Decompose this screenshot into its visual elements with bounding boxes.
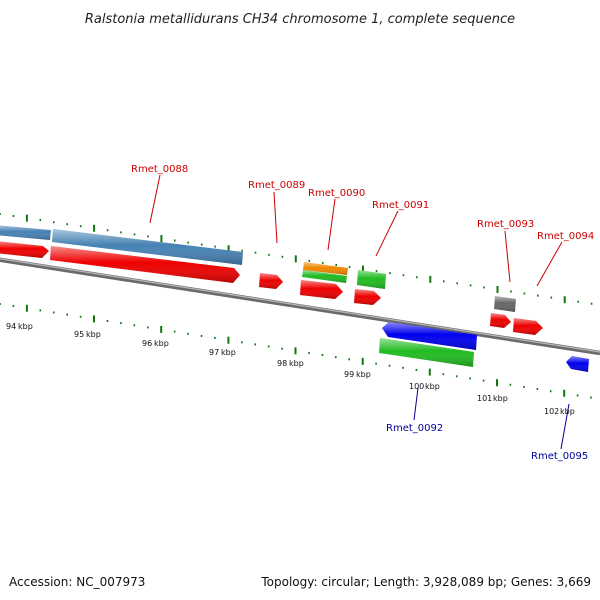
scale-unit-97: kbp — [221, 348, 236, 357]
scale-label-95: 95 — [74, 330, 84, 339]
gene-features — [0, 225, 589, 372]
scale-unit-96: kbp — [154, 339, 169, 348]
scale-unit-98: kbp — [289, 359, 304, 368]
scale-unit-101: kbp — [493, 394, 508, 403]
gene-labels: Rmet_0088 Rmet_0089 Rmet_0090 Rmet_0091 … — [131, 164, 594, 462]
scale-unit-95: kbp — [86, 330, 101, 339]
gene-label-rmet-0090[interactable]: Rmet_0090 — [308, 188, 365, 199]
scale-label-102: 102 — [544, 407, 559, 416]
label-leader-lines — [149, 174, 570, 450]
scale-unit-94: kbp — [18, 322, 33, 331]
scale-label-94: 94 — [6, 322, 16, 331]
map-title: Ralstonia metallidurans CH34 chromosome … — [85, 12, 515, 27]
gene-label-rmet-0092[interactable]: Rmet_0092 — [386, 423, 443, 434]
gene-label-rmet-0093[interactable]: Rmet_0093 — [477, 219, 534, 230]
scale-label-100: 100 — [409, 382, 424, 391]
gene-label-rmet-0088[interactable]: Rmet_0088 — [131, 164, 188, 175]
gene-label-rmet-0095[interactable]: Rmet_0095 — [531, 451, 588, 462]
scale-label-96: 96 — [142, 339, 152, 348]
inner-scale-ticks — [0, 303, 592, 399]
gene-label-rmet-0089[interactable]: Rmet_0089 — [248, 180, 305, 191]
scale-label-101: 101 — [477, 394, 492, 403]
chromosome-backbone — [0, 257, 600, 356]
scale-unit-100: kbp — [425, 382, 440, 391]
scale-unit-99: kbp — [356, 370, 371, 379]
accession-text: Accession: NC_007973 — [9, 575, 145, 589]
topology-summary: Topology: circular; Length: 3,928,089 bp… — [260, 575, 591, 589]
scale-label-98: 98 — [277, 359, 287, 368]
gene-label-rmet-0094[interactable]: Rmet_0094 — [537, 231, 594, 242]
scale-label-97: 97 — [209, 348, 219, 357]
scale-labels: 94 kbp 95 kbp 96 kbp 97 kbp 98 kbp 99 kb… — [6, 322, 575, 416]
gene-label-rmet-0091[interactable]: Rmet_0091 — [372, 200, 429, 211]
scale-label-99: 99 — [344, 370, 354, 379]
